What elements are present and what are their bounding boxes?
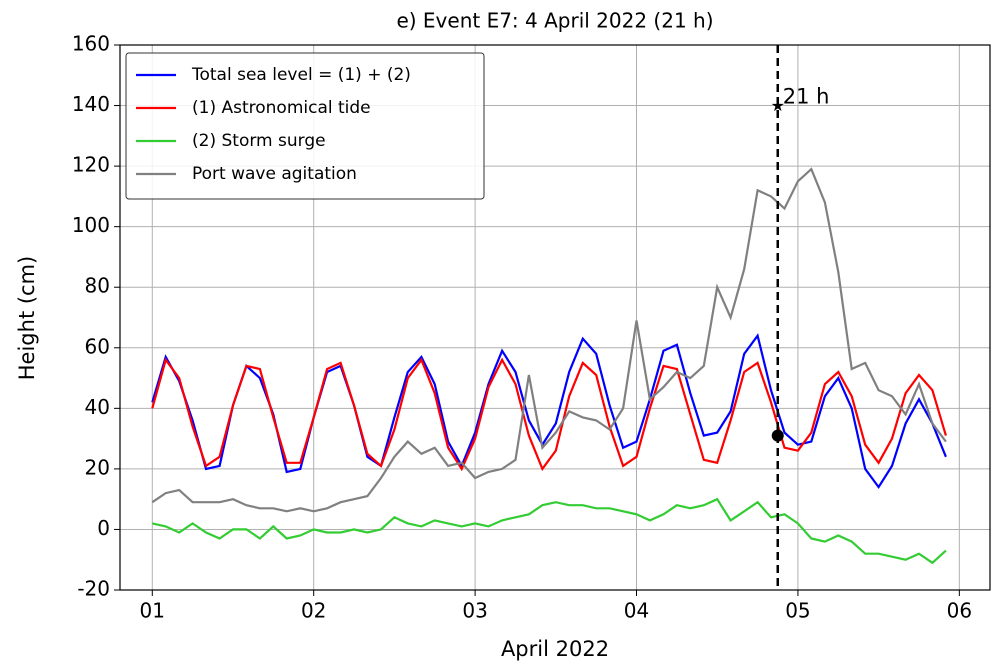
legend-label: Total sea level = (1) + (2) (191, 65, 411, 85)
event-point (771, 429, 784, 442)
y-tick-label: 0 (97, 516, 110, 540)
y-tick-label: 120 (72, 153, 110, 177)
plot-frame (119, 44, 991, 591)
y-axis-label: Height (cm) (15, 256, 39, 380)
legend-label: (2) Storm surge (192, 131, 326, 151)
series-line (151, 167, 947, 513)
y-tick-label: 160 (72, 32, 110, 56)
legend-label: (1) Astronomical tide (192, 98, 371, 118)
legend-box (125, 52, 485, 200)
series-line (152, 497, 947, 565)
x-tick-label: 06 (947, 599, 972, 623)
y-tick-label: 80 (85, 274, 110, 298)
x-tick-label: 01 (140, 599, 165, 623)
event-label: 21 h (783, 85, 830, 109)
x-tick-label: 04 (624, 599, 649, 623)
x-tick-label: 05 (785, 599, 810, 623)
x-tick-label: 02 (301, 599, 326, 623)
y-tick-label: 20 (85, 455, 110, 479)
x-tick-label: 03 (462, 599, 487, 623)
y-tick-label: 140 (72, 92, 110, 116)
series-line (151, 357, 947, 472)
x-axis-label: April 2022 (501, 637, 609, 661)
y-tick-label: 60 (85, 334, 110, 358)
y-tick-label: 40 (85, 395, 110, 419)
event-star: ★ (771, 96, 785, 115)
y-tick-label: 100 (72, 213, 110, 237)
series-line (151, 333, 947, 490)
chart-title: e) Event E7: 4 April 2022 (21 h) (396, 9, 713, 33)
y-tick-label: -20 (77, 577, 110, 601)
legend-label: Port wave agitation (192, 164, 357, 184)
